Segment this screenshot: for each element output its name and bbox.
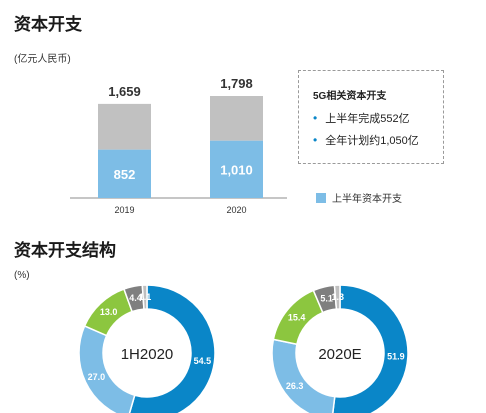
bar-total-value: 1,798 bbox=[220, 76, 253, 91]
donut-slice-label: 26.3 bbox=[286, 381, 304, 391]
bar-h1-value: 852 bbox=[114, 167, 136, 182]
bar-category-label: 2019 bbox=[114, 205, 134, 215]
donut-slice bbox=[128, 284, 216, 413]
callout-title: 5G相关资本开支 bbox=[313, 91, 387, 102]
donut-slice-label: 51.9 bbox=[387, 351, 405, 361]
donut-slice bbox=[332, 284, 409, 413]
donut-slice bbox=[78, 325, 136, 413]
bar-total-value: 1,659 bbox=[108, 84, 141, 99]
donut-slice-label: 15.4 bbox=[288, 313, 306, 323]
donut-slice-label: 1.3 bbox=[331, 292, 344, 302]
donut-slice-label: 4.4 bbox=[129, 293, 142, 303]
bar-h1-value: 1,010 bbox=[220, 162, 253, 177]
callout-item: • 上半年完成552亿 bbox=[313, 110, 443, 126]
bar-total-segment bbox=[98, 103, 151, 150]
capex-title: 资本开支 bbox=[14, 15, 82, 34]
donut-slice-label: 13.0 bbox=[100, 307, 118, 317]
5g-capex-callout: 5G相关资本开支 • 上半年完成552亿 • 全年计划约1,050亿 bbox=[298, 70, 444, 164]
donut-center-label: 2020E bbox=[318, 346, 361, 363]
bullet-icon: • bbox=[313, 133, 318, 147]
callout-item-text: 上半年完成552亿 bbox=[325, 113, 410, 125]
bar-category-label: 2020 bbox=[226, 205, 246, 215]
donut-slice-label: 5.1 bbox=[320, 294, 333, 304]
bar-total-segment bbox=[210, 96, 263, 141]
donut-slice-label: 1.1 bbox=[139, 292, 152, 302]
structure-unit: (%) bbox=[14, 270, 30, 281]
donut-center-label: 1H2020 bbox=[121, 346, 174, 363]
capex-unit: (亿元人民币) bbox=[14, 54, 71, 65]
legend-label: 上半年资本开支 bbox=[332, 194, 402, 205]
legend-swatch bbox=[316, 192, 326, 203]
structure-title: 资本开支结构 bbox=[14, 241, 116, 260]
bar-h1-segment bbox=[210, 140, 263, 198]
donut-slice-label: 54.5 bbox=[194, 356, 212, 366]
bullet-icon: • bbox=[313, 111, 318, 125]
donut-slice-label: 27.0 bbox=[88, 372, 106, 382]
callout-item-text: 全年计划约1,050亿 bbox=[325, 135, 419, 147]
bar-h1-segment bbox=[98, 149, 151, 198]
donut-slice bbox=[141, 284, 148, 310]
bar-legend: 上半年资本开支 bbox=[316, 190, 402, 205]
callout-item: • 全年计划约1,050亿 bbox=[313, 132, 443, 148]
donut-slice bbox=[333, 284, 341, 310]
